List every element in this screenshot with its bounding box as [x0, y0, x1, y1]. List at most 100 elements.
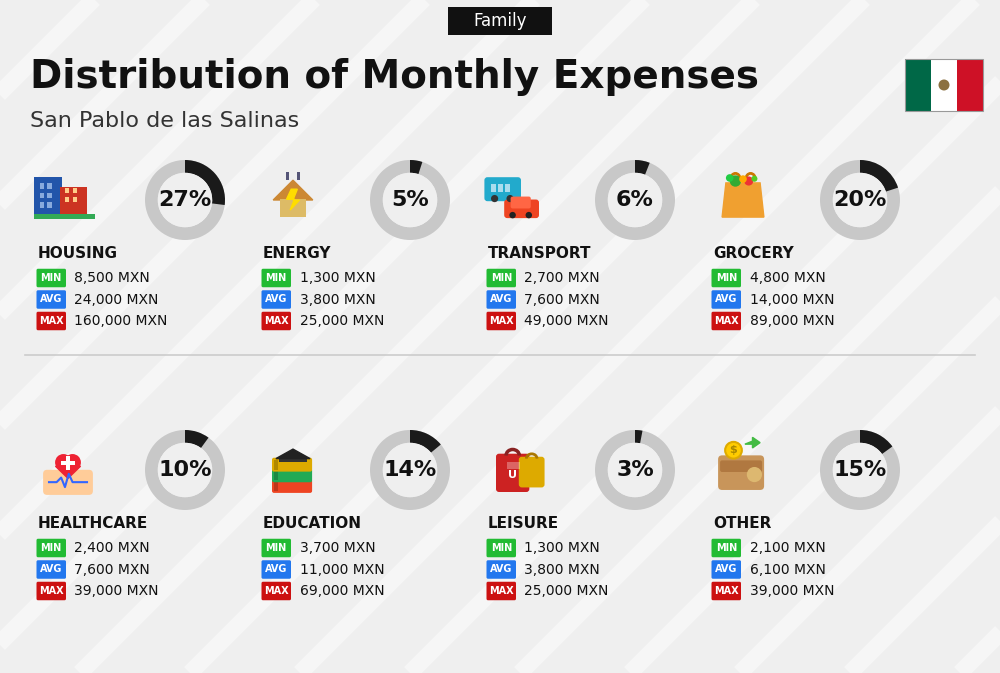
Polygon shape [55, 466, 81, 479]
Text: GROCERY: GROCERY [713, 246, 794, 260]
Bar [47, 183, 52, 188]
Bar [286, 172, 289, 180]
Bar [274, 470, 278, 481]
Text: ENERGY: ENERGY [263, 246, 332, 260]
Text: $: $ [730, 446, 737, 455]
Text: MAX: MAX [714, 586, 739, 596]
Text: MAX: MAX [264, 316, 289, 326]
Bar [274, 481, 278, 491]
Text: 69,000 MXN: 69,000 MXN [300, 584, 384, 598]
Text: 1,300 MXN: 1,300 MXN [524, 541, 600, 555]
Bar [505, 184, 510, 192]
Text: 25,000 MXN: 25,000 MXN [300, 314, 384, 328]
Text: U: U [508, 470, 517, 480]
Text: 7,600 MXN: 7,600 MXN [524, 293, 600, 306]
Text: AVG: AVG [715, 565, 737, 575]
Circle shape [491, 195, 498, 202]
Text: 14%: 14% [383, 460, 437, 480]
FancyBboxPatch shape [718, 456, 764, 490]
FancyBboxPatch shape [486, 581, 516, 600]
Text: 89,000 MXN: 89,000 MXN [750, 314, 834, 328]
FancyBboxPatch shape [272, 468, 312, 483]
Wedge shape [595, 430, 675, 510]
FancyBboxPatch shape [712, 539, 741, 557]
Circle shape [833, 443, 887, 497]
Circle shape [725, 442, 742, 458]
FancyBboxPatch shape [272, 458, 312, 472]
Text: MIN: MIN [491, 543, 512, 553]
Text: 7,600 MXN: 7,600 MXN [74, 563, 150, 577]
Text: 39,000 MXN: 39,000 MXN [750, 584, 834, 598]
Bar [274, 460, 278, 470]
Wedge shape [370, 160, 450, 240]
Circle shape [730, 175, 741, 186]
Text: AVG: AVG [40, 565, 62, 575]
FancyBboxPatch shape [511, 197, 531, 209]
Polygon shape [276, 449, 310, 458]
Text: TRANSPORT: TRANSPORT [488, 246, 592, 260]
FancyBboxPatch shape [496, 454, 529, 492]
Circle shape [608, 173, 662, 227]
Text: MIN: MIN [41, 543, 62, 553]
Text: AVG: AVG [715, 295, 737, 304]
Bar [507, 462, 520, 469]
FancyBboxPatch shape [36, 290, 66, 309]
Wedge shape [595, 160, 675, 240]
Text: MAX: MAX [39, 586, 64, 596]
Bar [65, 197, 69, 202]
FancyBboxPatch shape [712, 312, 741, 330]
Polygon shape [745, 437, 760, 448]
FancyBboxPatch shape [712, 290, 741, 309]
Text: 1,300 MXN: 1,300 MXN [300, 271, 375, 285]
FancyBboxPatch shape [262, 581, 291, 600]
Text: 27%: 27% [158, 190, 212, 210]
Text: MAX: MAX [489, 316, 514, 326]
FancyBboxPatch shape [262, 290, 291, 309]
FancyBboxPatch shape [486, 560, 516, 579]
FancyBboxPatch shape [272, 479, 312, 493]
Bar [66, 456, 70, 470]
Text: 6%: 6% [616, 190, 654, 210]
Text: 160,000 MXN: 160,000 MXN [74, 314, 168, 328]
Polygon shape [722, 183, 764, 217]
Text: MIN: MIN [716, 273, 737, 283]
Text: 49,000 MXN: 49,000 MXN [524, 314, 609, 328]
FancyBboxPatch shape [504, 199, 539, 218]
Wedge shape [860, 160, 898, 192]
Text: HOUSING: HOUSING [38, 246, 118, 260]
FancyBboxPatch shape [484, 177, 521, 201]
Wedge shape [145, 430, 225, 510]
Bar [905, 59, 931, 111]
FancyBboxPatch shape [720, 460, 762, 472]
Bar [40, 183, 44, 188]
Circle shape [506, 195, 514, 202]
Wedge shape [145, 160, 225, 240]
Text: Distribution of Monthly Expenses: Distribution of Monthly Expenses [30, 58, 759, 96]
Text: 2,100 MXN: 2,100 MXN [750, 541, 825, 555]
Text: EDUCATION: EDUCATION [263, 516, 362, 530]
Text: San Pablo de las Salinas: San Pablo de las Salinas [30, 111, 299, 131]
FancyBboxPatch shape [36, 312, 66, 330]
FancyBboxPatch shape [262, 269, 291, 287]
Bar [47, 203, 52, 207]
Text: HEALTHCARE: HEALTHCARE [38, 516, 148, 530]
Text: 2,400 MXN: 2,400 MXN [74, 541, 150, 555]
Circle shape [509, 212, 516, 218]
Bar [297, 172, 300, 180]
Text: 8,500 MXN: 8,500 MXN [74, 271, 150, 285]
Text: 20%: 20% [833, 190, 887, 210]
Text: 3%: 3% [616, 460, 654, 480]
Bar [957, 59, 983, 111]
Text: 2,700 MXN: 2,700 MXN [524, 271, 600, 285]
Circle shape [158, 443, 212, 497]
Circle shape [751, 176, 757, 182]
Circle shape [747, 467, 762, 482]
Bar [280, 199, 306, 217]
Bar [61, 461, 75, 466]
Circle shape [526, 212, 532, 218]
FancyBboxPatch shape [712, 560, 741, 579]
Wedge shape [410, 160, 422, 174]
Bar [905, 59, 983, 111]
Text: MIN: MIN [266, 273, 287, 283]
Wedge shape [860, 430, 892, 454]
